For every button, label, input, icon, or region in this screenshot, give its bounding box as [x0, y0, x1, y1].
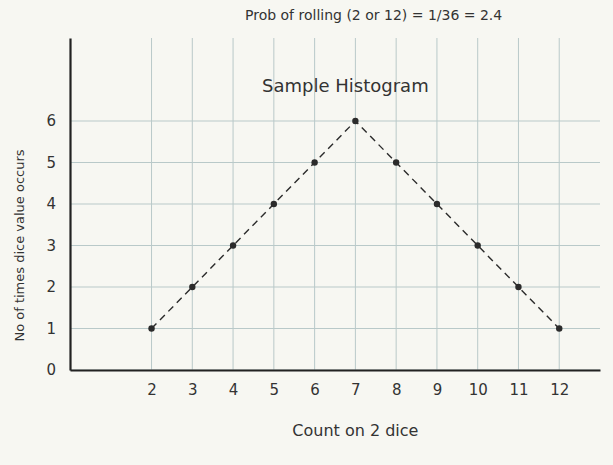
tick-label: 6 [46, 112, 56, 130]
grid-line [70, 370, 600, 371]
tick: 10 [469, 370, 488, 399]
grid-line [70, 162, 600, 163]
tick: 3 [46, 237, 70, 255]
tick-label: 7 [351, 381, 361, 399]
y-axis-title: No of times dice value occurs [12, 149, 27, 341]
tick-label: 6 [310, 381, 320, 399]
x-axis: 2 3 4 5 6 7 8 9 10 11 12 [71, 370, 601, 399]
tick: 3 [188, 370, 198, 399]
tick: 2 [147, 370, 157, 399]
tick: 5 [270, 370, 280, 399]
series [148, 118, 562, 332]
tick-label: 4 [46, 195, 56, 213]
tick-label: 8 [392, 381, 402, 399]
tick-label: 9 [433, 381, 443, 399]
tick: 4 [46, 195, 70, 213]
tick: 1 [46, 320, 70, 338]
title: Sample Histogram [262, 75, 429, 96]
tick: 6 [46, 112, 70, 130]
tick: 7 [351, 370, 361, 399]
tick: 9 [433, 370, 443, 399]
tick: 8 [392, 370, 402, 399]
annotation: Prob of rolling (2 or 12) = 1/36 = 2.4 [245, 7, 502, 23]
tick-label: 5 [270, 381, 280, 399]
tick: 11 [509, 370, 528, 399]
tick: 2 [46, 278, 70, 296]
chart: 234567891011120123456Sample HistogramPro… [0, 0, 613, 465]
data-point [189, 284, 195, 290]
data-line [152, 121, 560, 329]
tick: 5 [46, 154, 70, 172]
axis-line [69, 39, 71, 371]
data-point [230, 242, 236, 248]
tick-label: 2 [147, 381, 157, 399]
data-point [311, 159, 317, 165]
data-point [434, 201, 440, 207]
grid-line [70, 121, 600, 122]
data-point [271, 201, 277, 207]
tick-label: 5 [46, 154, 56, 172]
grid [70, 38, 600, 370]
plot: 234567891011120123456 [46, 38, 600, 399]
data-point [556, 325, 562, 331]
tick-label: 4 [229, 381, 239, 399]
tick: 12 [550, 370, 569, 399]
tick: 6 [310, 370, 320, 399]
tick-label: 2 [46, 278, 56, 296]
tick-label: 0 [46, 361, 56, 379]
data-point [393, 159, 399, 165]
tick-label: 11 [509, 381, 528, 399]
grid-line [70, 245, 600, 246]
tick-label: 12 [550, 381, 569, 399]
data-point [148, 325, 154, 331]
tick-label: 1 [46, 320, 56, 338]
data-point [474, 242, 480, 248]
tick: 4 [229, 370, 239, 399]
data-point [352, 118, 358, 124]
x-axis-title: Count on 2 dice [292, 421, 418, 440]
tick-label: 3 [188, 381, 198, 399]
grid-line [70, 204, 600, 205]
data-point [515, 284, 521, 290]
y-axis: 0 1 2 3 4 5 6 [46, 39, 70, 380]
tick-label: 10 [469, 381, 488, 399]
tick-label: 3 [46, 237, 56, 255]
axis-line [71, 369, 601, 371]
tick: 0 [46, 361, 70, 379]
